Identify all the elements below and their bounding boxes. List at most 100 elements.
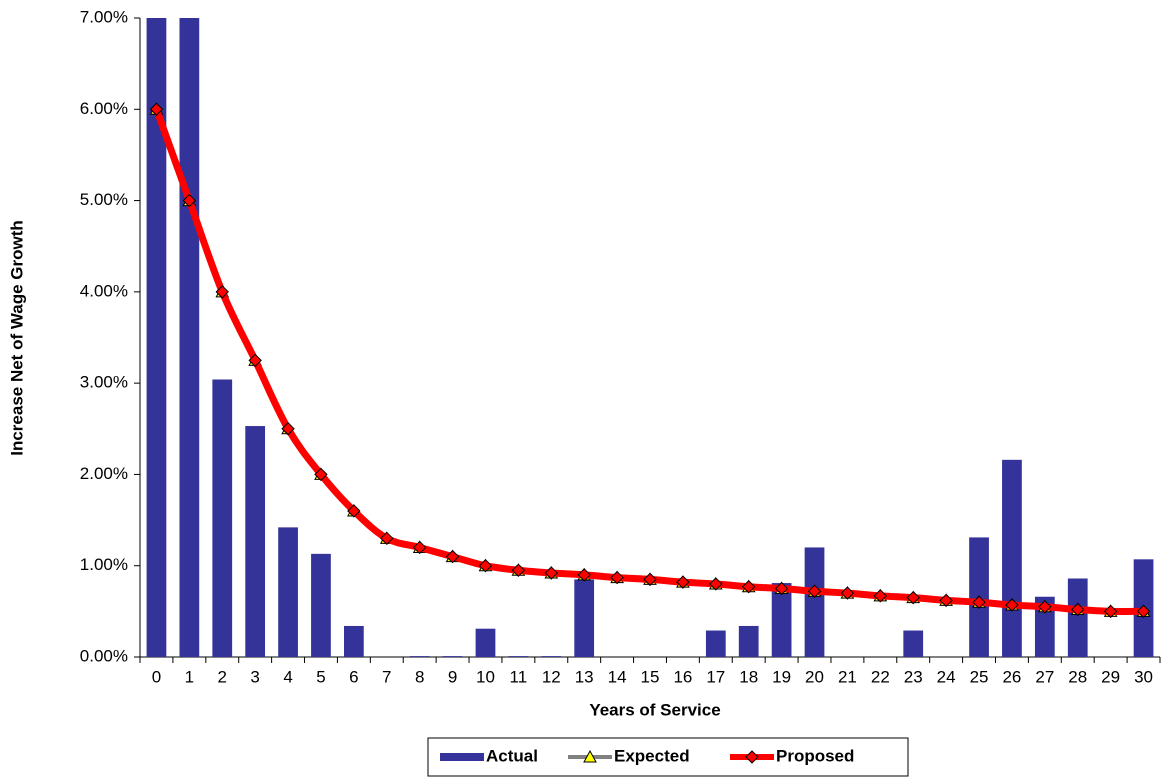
y-tick-label: 4.00%: [80, 281, 128, 300]
bar: [146, 18, 167, 657]
diamond-marker: [1103, 604, 1118, 619]
legend: Actual Expected Proposed: [427, 737, 909, 777]
bar: [179, 18, 200, 657]
x-tick-label: 13: [575, 667, 594, 686]
x-tick-label: 21: [838, 667, 857, 686]
x-tick-label: 20: [805, 667, 824, 686]
bar: [508, 656, 529, 657]
x-tick-label: 26: [1002, 667, 1021, 686]
diamond-marker: [380, 531, 394, 546]
x-tick-label: 28: [1068, 667, 1087, 686]
x-tick-label: 27: [1035, 667, 1054, 686]
bar: [574, 579, 595, 657]
x-tick-label: 24: [937, 667, 956, 686]
y-axis-title: Increase Net of Wage Growth: [7, 220, 26, 456]
x-tick-label: 30: [1134, 667, 1153, 686]
x-tick-label: 0: [152, 667, 161, 686]
x-tick-label: 5: [316, 667, 325, 686]
y-tick-label: 7.00%: [80, 7, 128, 26]
bar: [311, 553, 331, 657]
bar: [903, 630, 924, 657]
bar: [245, 426, 266, 657]
x-tick-label: 8: [415, 667, 424, 686]
plot-area: [146, 18, 1154, 657]
diamond-marker: [939, 593, 953, 608]
x-tick-label: 11: [510, 667, 528, 686]
legend-marker: [745, 750, 759, 764]
x-tick-label: 6: [349, 667, 358, 686]
x-tick-label: 4: [283, 667, 292, 686]
diamond-marker: [215, 285, 229, 299]
bar: [409, 656, 430, 657]
bar: [1067, 578, 1088, 657]
x-tick-label: 12: [542, 667, 561, 686]
x-tick-label: 7: [382, 667, 391, 686]
bar: [344, 625, 364, 657]
diamond-marker: [1136, 604, 1151, 619]
bar: [541, 656, 562, 657]
diamond-marker: [676, 575, 690, 589]
x-tick-label: 29: [1101, 667, 1120, 686]
bar: [705, 630, 726, 657]
diamond-marker: [1071, 602, 1085, 617]
diamond-marker: [1038, 600, 1052, 614]
y-tick-label: 6.00%: [80, 99, 128, 118]
legend-swatch: [440, 753, 484, 761]
diamond-marker: [347, 504, 361, 518]
diamond-marker: [906, 590, 920, 605]
diamond-marker: [412, 540, 427, 555]
diamond-marker: [281, 422, 295, 436]
bar: [804, 547, 825, 657]
x-tick-label: 2: [218, 667, 227, 686]
legend-label: Proposed: [776, 746, 854, 765]
x-tick-label: 14: [608, 667, 627, 686]
x-tick-label: 16: [673, 667, 692, 686]
x-tick-label: 22: [871, 667, 890, 686]
diamond-marker: [643, 572, 657, 587]
y-tick-label: 3.00%: [80, 373, 128, 392]
diamond-marker: [972, 595, 986, 609]
diamond-marker: [709, 577, 723, 591]
x-tick-label: 17: [706, 667, 725, 686]
bar: [738, 625, 759, 657]
diamond-marker: [544, 566, 558, 580]
x-axis-title: Years of Service: [589, 700, 720, 719]
x-tick-label: 3: [250, 667, 259, 686]
diamond-marker: [840, 586, 855, 600]
x-tick-label: 18: [739, 667, 758, 686]
x-tick-label: 10: [476, 667, 495, 686]
diamond-marker: [742, 580, 756, 594]
x-tick-label: 25: [970, 667, 989, 686]
bar: [475, 628, 496, 657]
bar: [442, 656, 463, 657]
x-tick-label: 15: [641, 667, 660, 686]
line: [154, 108, 1144, 614]
diamond-marker: [577, 568, 591, 582]
diamond-marker: [149, 102, 164, 116]
x-tick-label: 9: [448, 667, 457, 686]
diamond-marker: [774, 581, 789, 596]
legend-box: [427, 737, 909, 777]
diamond-marker: [807, 584, 822, 598]
diamond-marker: [314, 467, 328, 482]
bar: [771, 583, 792, 657]
legend-marker: [583, 749, 597, 763]
diamond-marker: [610, 570, 624, 585]
line: [153, 108, 1144, 615]
x-tick-label: 1: [185, 667, 194, 686]
x-tick-label: 19: [772, 667, 791, 686]
diamond-marker: [445, 549, 460, 564]
bar: [212, 379, 233, 657]
legend-label: Expected: [614, 746, 690, 765]
x-tick-label: 23: [904, 667, 923, 686]
y-tick-label: 5.00%: [80, 190, 128, 209]
y-tick-label: 0.00%: [80, 646, 128, 665]
legend-label: Actual: [486, 746, 538, 765]
diamond-marker: [182, 193, 197, 208]
diamond-marker: [873, 589, 888, 603]
diamond-marker: [1005, 598, 1019, 612]
y-tick-label: 1.00%: [80, 555, 128, 574]
diamond-marker: [478, 559, 493, 573]
